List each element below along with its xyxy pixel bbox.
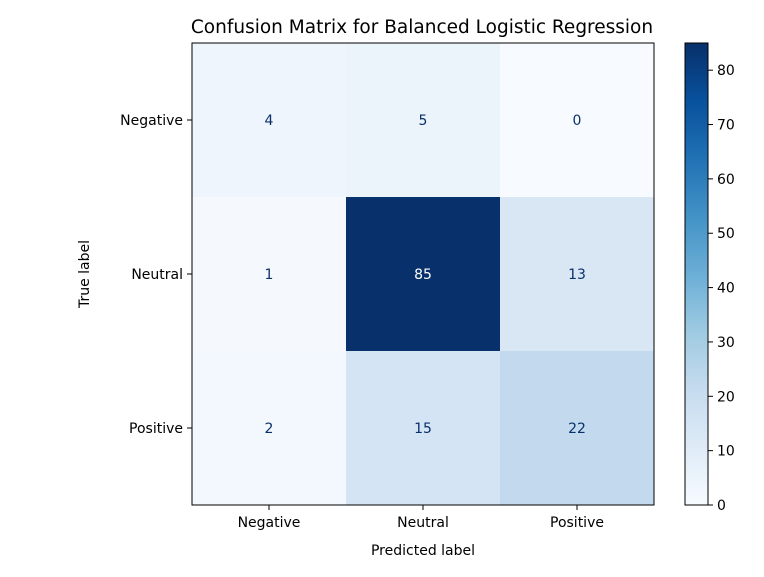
- plot-frame: [191, 42, 655, 506]
- x-axis-label: Predicted label: [371, 543, 475, 559]
- x-axis-ticks: Negative Neutral Positive: [238, 505, 604, 531]
- cell-value-label: 22: [568, 421, 586, 437]
- cell-value-label: 0: [573, 113, 582, 129]
- cell-value-label: 13: [568, 267, 586, 283]
- cell-value-label: 5: [419, 113, 428, 129]
- y-tick-label: Positive: [129, 421, 183, 437]
- x-tick-label: Neutral: [397, 515, 449, 531]
- y-axis-label: True label: [77, 240, 93, 309]
- colorbar-tick-label: 20: [717, 389, 735, 405]
- colorbar-tick-label: 0: [717, 498, 726, 514]
- heatmap-cell-labels: 4 5 0 1 85 13 2 15 22: [265, 113, 586, 437]
- cell-value-label: 2: [265, 421, 274, 437]
- colorbar: [685, 43, 708, 505]
- x-tick-label: Negative: [238, 515, 301, 531]
- heatmap-cell: [500, 351, 655, 506]
- colorbar-tick-label: 50: [717, 226, 735, 242]
- colorbar-tick-label: 40: [717, 281, 735, 297]
- colorbar-ticks: 0 10 20 30 40 50 60 70 80: [708, 63, 735, 514]
- y-tick-label: Negative: [120, 113, 183, 129]
- heatmap-cells: [192, 43, 655, 506]
- heatmap-cell: [346, 43, 501, 198]
- y-axis-ticks: Negative Neutral Positive: [120, 113, 192, 437]
- colorbar-tick-label: 30: [717, 335, 735, 351]
- cell-value-label: 85: [414, 267, 432, 283]
- colorbar-tick-label: 10: [717, 444, 735, 460]
- colorbar-tick-label: 60: [717, 172, 735, 188]
- heatmap-cell: [500, 197, 655, 352]
- heatmap-cell: [192, 351, 347, 506]
- colorbar-frame: [684, 42, 709, 506]
- heatmap-cell: [192, 43, 347, 198]
- colorbar-tick-label: 70: [717, 118, 735, 134]
- cell-value-label: 1: [265, 267, 274, 283]
- heatmap-cell: [346, 197, 501, 352]
- chart-title: Confusion Matrix for Balanced Logistic R…: [191, 17, 653, 38]
- cell-value-label: 15: [414, 421, 432, 437]
- heatmap-cell: [192, 197, 347, 352]
- y-tick-label: Neutral: [131, 267, 183, 283]
- heatmap-cell: [346, 351, 501, 506]
- cell-value-label: 4: [265, 113, 274, 129]
- colorbar-tick-label: 80: [717, 63, 735, 79]
- heatmap-cell: [500, 43, 655, 198]
- x-tick-label: Positive: [550, 515, 604, 531]
